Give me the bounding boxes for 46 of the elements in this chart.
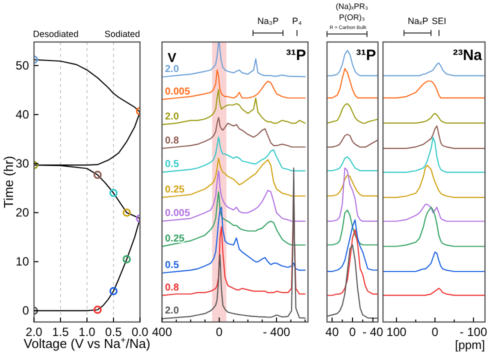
series-label: 0.005 [165,86,190,98]
y-tick-label: 0 [22,304,30,318]
point [109,287,118,296]
x-tick-label: 0 [432,325,439,339]
annotation: ²³Na [452,47,483,64]
series-label: 2.0 [165,112,180,123]
x-tick-label: 0 [216,325,223,339]
x-tick-label: 100 [386,325,407,339]
y-tick-label: 20 [16,206,30,220]
x-tick-label: 40 [325,325,340,339]
series-label: 0.8 [165,282,180,294]
series-label: 2.0 [165,306,180,317]
x-tick-label: - 400 [262,325,291,339]
series-label: 0.25 [165,233,185,244]
point [122,255,131,264]
text: P₄ [292,16,302,26]
text: NaₓP [408,16,428,26]
y-tick-label: 10 [16,254,30,269]
text: P(OR)₃ [339,13,365,22]
point [109,188,118,198]
text: Desodiated [33,29,79,39]
annotation: ³¹P [286,47,306,64]
y-tick-label: 40 [16,108,30,122]
annotation: V [168,50,177,65]
x-tick-label: 0 [349,325,356,339]
y-tick-label: 50 [16,58,30,73]
x-tick-label: - 100 [460,325,488,339]
point [94,170,102,179]
series-label: 0.25 [165,184,185,196]
point [122,208,131,217]
series-label: 0.5 [165,260,180,271]
series-label: 0.5 [165,159,180,170]
annotation: ³¹P [356,47,376,64]
series-label: 0.005 [165,208,190,220]
text: SEI [432,16,446,26]
series-label: 2.0 [165,64,180,75]
x-tick-label: - 40 [362,325,384,339]
text: Na₃P [257,16,279,26]
x-tick-label: 400 [152,325,172,339]
text: (Na)ₓPR₃ [336,2,368,11]
y-axis-title: Time (hr) [1,156,16,208]
text: Sodiated [104,29,140,39]
series-label: 0.8 [165,135,180,146]
y-tick-label: 30 [16,156,30,171]
x-axis-title: [ppm] [454,338,485,352]
point [94,306,102,314]
